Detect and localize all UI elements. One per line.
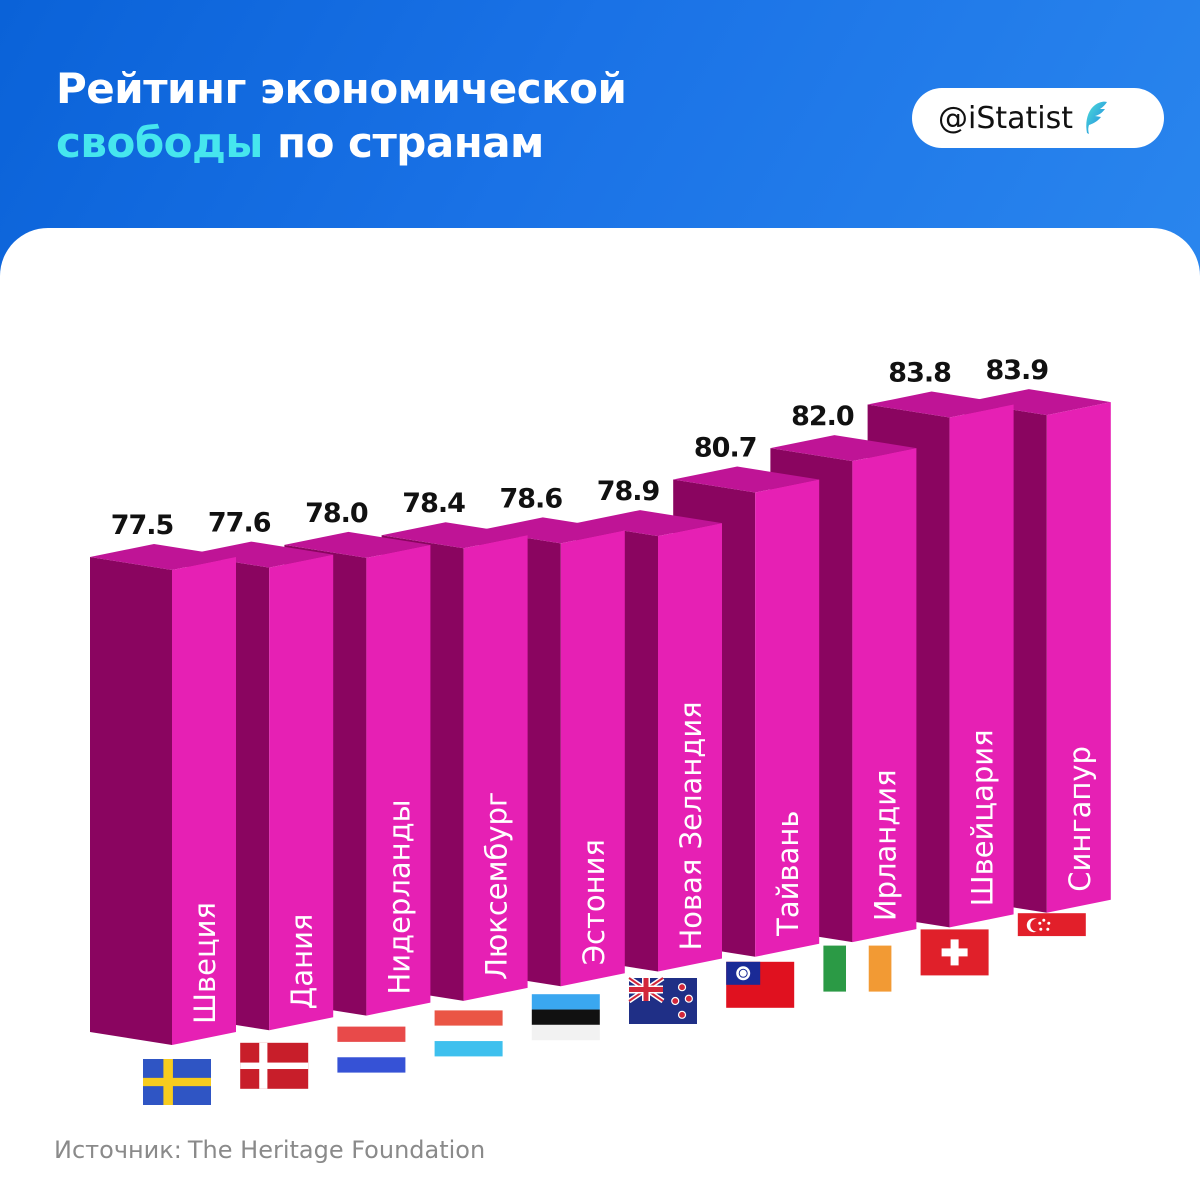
estonia-flag-icon	[531, 994, 600, 1041]
bar-top	[964, 389, 1111, 416]
bar-top	[867, 391, 1014, 418]
category-label: Нидерланды	[382, 799, 416, 994]
category-label: Люксембург	[480, 792, 514, 980]
source-prefix: Источник:	[54, 1136, 182, 1164]
ireland-flag-icon	[823, 945, 892, 992]
bar-front	[658, 523, 722, 972]
category-label: Дания	[285, 914, 319, 1010]
bar-front	[1046, 402, 1111, 913]
new-zealand-flag-icon	[627, 975, 697, 1024]
category-label: Тайвань	[771, 811, 805, 937]
value-label: 77.5	[111, 510, 174, 541]
brand-name: @iStatist	[938, 100, 1074, 136]
category-label: Сингапур	[1063, 746, 1097, 892]
bar-front	[269, 554, 334, 1031]
title-highlight: свободы	[56, 118, 263, 167]
netherlands-flag-icon	[337, 1026, 406, 1073]
bars-group: Сингапур 83.9 Швейцария 83.8 Ирландия 82.0 Тай…	[90, 355, 1111, 1045]
category-label: Ирландия	[868, 769, 902, 921]
feather-logo-icon	[1086, 101, 1108, 134]
category-label: Швейцария	[966, 729, 1000, 906]
category-label: Новая Зеландия	[674, 701, 708, 950]
bar-front	[755, 479, 820, 957]
source-name: The Heritage Foundation	[187, 1136, 486, 1164]
bar-front	[560, 530, 625, 987]
bar-top	[770, 435, 917, 462]
bar-top	[381, 522, 528, 549]
luxembourg-flag-icon	[434, 1010, 503, 1057]
value-label: 80.7	[694, 433, 757, 464]
bar-front	[172, 557, 236, 1045]
value-label: 78.6	[499, 483, 562, 514]
value-label: 78.0	[305, 498, 368, 529]
bar-top	[284, 531, 431, 558]
bar-top	[673, 466, 820, 493]
flags-group	[143, 913, 1086, 1105]
value-label: 77.6	[208, 508, 271, 539]
value-label: 82.0	[791, 401, 854, 432]
page-title: Рейтинг экономической свободы по странам	[56, 62, 627, 170]
value-label: 83.9	[985, 355, 1048, 386]
bar-front	[366, 544, 431, 1016]
category-label: Эстония	[577, 839, 611, 965]
brand-badge: @iStatist	[912, 88, 1164, 148]
title-rest: по странам	[277, 118, 544, 167]
bar-top	[478, 517, 625, 544]
category-label: Швеция	[188, 902, 222, 1024]
bar-front	[949, 404, 1014, 928]
bar-front	[852, 448, 917, 943]
value-label: 78.4	[402, 488, 465, 519]
value-label: 78.9	[597, 476, 660, 507]
switzerland-flag-icon	[920, 929, 989, 976]
title-line-1: Рейтинг экономической	[56, 64, 627, 113]
bar-side	[90, 557, 172, 1045]
taiwan-flag-icon	[726, 961, 795, 1008]
value-label: 83.8	[888, 358, 951, 389]
bar-top	[187, 541, 334, 568]
singapore-flag-icon	[1017, 913, 1086, 960]
source-note: Источник: The Heritage Foundation	[54, 1136, 485, 1164]
sweden-flag-icon	[143, 1059, 211, 1105]
bar-1: Швеция 77.5	[90, 510, 236, 1045]
bar-front	[463, 535, 528, 1001]
bar-top	[576, 510, 722, 537]
denmark-flag-icon	[240, 1042, 309, 1089]
bar-top	[90, 544, 236, 570]
